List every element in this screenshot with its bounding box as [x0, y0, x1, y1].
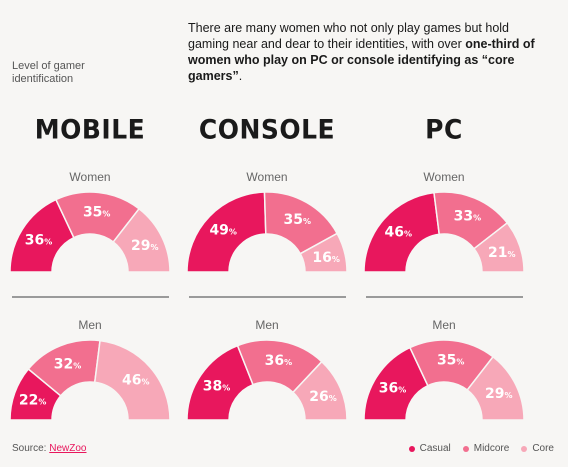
slice-label-casual: 49% [209, 223, 237, 239]
slice-label-midcore: 32% [54, 356, 82, 372]
donut-console-men: 38% 36% 26% [186, 339, 348, 421]
slice-core [466, 355, 525, 421]
slice-label-core: 16% [312, 250, 340, 266]
source-link[interactable]: NewZoo [49, 443, 87, 454]
donut-mobile-men: 22% 32% 46% [9, 339, 171, 421]
intro-text: There are many women who not only play g… [188, 20, 548, 84]
legend-item-casual: Casual [408, 443, 451, 454]
legend-label-midcore: Midcore [473, 443, 510, 454]
group-label-mobile-men: Men [78, 318, 102, 332]
legend-item-midcore: Midcore [462, 443, 510, 454]
column-title-pc: PC [425, 113, 463, 146]
column-title-console: CONSOLE [198, 113, 336, 146]
legend-item-core: Core [521, 443, 554, 454]
slice-label-core: 26% [309, 389, 337, 405]
divider-console [189, 296, 346, 298]
group-label-pc-men: Men [432, 318, 456, 332]
slice-core [112, 207, 171, 273]
slice-label-midcore: 36% [265, 353, 293, 369]
slice-label-midcore: 35% [437, 352, 465, 368]
divider-pc [366, 296, 523, 298]
legend-label-core: Core [532, 443, 554, 454]
slice-core [291, 360, 348, 421]
intro-text-before: There are many women who not only play g… [188, 21, 510, 51]
slice-label-midcore: 35% [83, 204, 111, 220]
slice-casual [363, 191, 441, 273]
legend-dot-casual [408, 445, 415, 452]
slice-label-core: 46% [122, 373, 150, 389]
group-label-console-women: Women [246, 170, 288, 184]
legend: Casual Midcore Core [408, 443, 554, 454]
slice-casual [186, 191, 267, 273]
side-label: Level of gamer identification [12, 60, 85, 85]
group-label-console-men: Men [255, 318, 279, 332]
slice-label-midcore: 33% [454, 209, 482, 225]
slice-label-casual: 46% [384, 225, 412, 241]
group-label-mobile-women: Women [69, 170, 111, 184]
group-label-pc-women: Women [423, 170, 465, 184]
slice-label-core: 29% [131, 238, 159, 254]
slice-label-casual: 22% [19, 392, 47, 408]
donut-pc-men: 36% 35% 29% [363, 339, 525, 421]
legend-dot-core [521, 445, 528, 452]
donut-mobile-women: 36% 35% 29% [9, 191, 171, 273]
slice-label-core: 21% [488, 245, 515, 261]
slice-label-casual: 38% [203, 379, 231, 395]
slice-core [93, 339, 171, 421]
donut-pc-women: 46% 33% 21% [363, 191, 525, 273]
slice-label-casual: 36% [25, 232, 53, 248]
intro-text-after: . [238, 69, 243, 83]
column-title-mobile: MOBILE [34, 113, 146, 146]
donut-console-women: 49% 35% 16% [186, 191, 348, 273]
source-label: Source: [12, 443, 47, 454]
legend-dot-midcore [462, 445, 469, 452]
legend-label-casual: Casual [419, 443, 451, 454]
slice-label-midcore: 35% [283, 212, 311, 228]
source-note: Source: NewZoo [12, 443, 87, 454]
slice-label-casual: 36% [379, 380, 407, 396]
divider-mobile [12, 296, 169, 298]
intro-text-bold: one-third of women who play on PC or con… [188, 37, 535, 83]
slice-core [299, 232, 348, 273]
slice-core [472, 221, 525, 273]
slice-label-core: 29% [485, 386, 512, 402]
